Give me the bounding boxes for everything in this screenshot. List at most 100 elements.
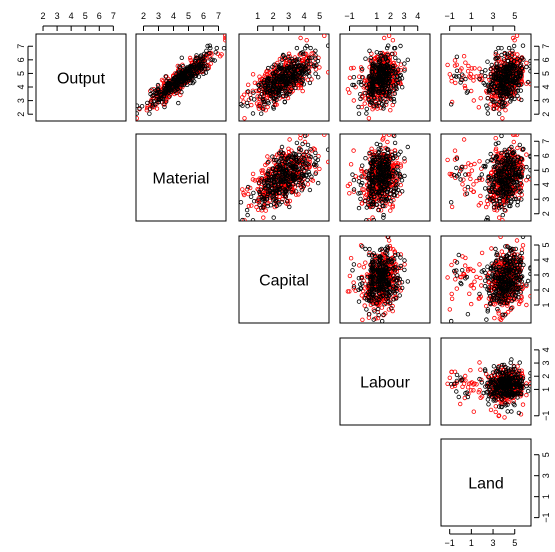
data-point [172, 75, 177, 80]
data-point [390, 152, 395, 158]
data-point [454, 68, 460, 73]
data-point [494, 67, 499, 73]
data-point [283, 155, 289, 160]
data-point [378, 75, 383, 80]
data-point [300, 88, 305, 94]
data-point [374, 202, 379, 207]
data-point [201, 51, 207, 57]
data-point [375, 181, 380, 186]
data-point [381, 171, 387, 176]
data-point [391, 87, 397, 92]
data-point [367, 150, 372, 156]
data-point [276, 190, 282, 196]
data-point [285, 164, 291, 169]
data-point [272, 62, 277, 67]
data-point [207, 50, 212, 56]
data-point [266, 159, 271, 165]
data-point [259, 170, 265, 175]
data-point [274, 87, 279, 92]
data-point [452, 58, 458, 63]
data-point [207, 43, 212, 48]
data-point [299, 69, 304, 75]
data-point [298, 35, 303, 41]
data-point [277, 63, 282, 68]
data-point [453, 80, 458, 86]
data-point [512, 196, 517, 202]
data-point [485, 111, 491, 116]
data-point [491, 205, 497, 210]
data-point [172, 88, 177, 93]
data-point [245, 82, 251, 87]
data-point [356, 111, 362, 116]
data-point [512, 134, 517, 137]
data-point [496, 45, 501, 51]
data-point [179, 55, 184, 60]
data-point [305, 182, 311, 187]
data-point [402, 68, 407, 73]
data-point [391, 96, 396, 102]
data-point [257, 74, 262, 79]
data-point [382, 82, 387, 88]
data-point [505, 101, 510, 106]
data-point [240, 187, 245, 192]
data-point [150, 92, 156, 98]
data-point [256, 106, 262, 111]
data-point [245, 89, 251, 94]
data-point [452, 148, 458, 153]
data-point [358, 96, 363, 102]
data-point [277, 66, 283, 71]
data-point [356, 79, 362, 85]
scatter-points [239, 34, 329, 121]
data-point [302, 157, 307, 162]
data-point [305, 77, 311, 82]
data-point [347, 75, 353, 80]
data-point [465, 184, 471, 190]
data-point [261, 215, 266, 220]
data-point [368, 55, 373, 61]
data-point [199, 61, 205, 66]
data-point [370, 178, 375, 183]
data-point [370, 180, 375, 185]
data-point [287, 198, 293, 204]
data-point [298, 135, 303, 141]
data-point [477, 177, 482, 182]
data-point [384, 99, 389, 105]
data-point [507, 94, 512, 99]
data-point [183, 74, 189, 80]
data-point [466, 161, 471, 166]
data-point [359, 168, 364, 174]
data-point [283, 194, 289, 199]
data-point [501, 57, 507, 62]
data-point [402, 156, 407, 161]
data-point [296, 182, 301, 188]
data-point [367, 185, 373, 191]
data-point [291, 67, 296, 72]
data-point [259, 76, 265, 82]
data-point [345, 87, 351, 92]
panel-output-material [135, 33, 227, 122]
data-point [240, 95, 245, 100]
data-point [461, 54, 467, 59]
data-point [136, 111, 139, 116]
data-point [293, 189, 299, 194]
data-point [198, 65, 203, 71]
data-point [280, 73, 286, 79]
data-point [380, 196, 385, 202]
data-point [364, 218, 369, 221]
data-point [297, 166, 302, 172]
data-point [493, 67, 498, 72]
data-point [497, 111, 502, 116]
data-point [484, 204, 489, 210]
data-point [188, 80, 193, 86]
data-point [377, 184, 383, 189]
data-point [260, 106, 266, 112]
data-point [308, 154, 314, 160]
data-point [517, 190, 523, 195]
data-point [279, 156, 285, 161]
data-point [505, 197, 510, 202]
data-point [452, 63, 458, 68]
data-point [486, 87, 492, 93]
data-point [386, 158, 391, 164]
data-point [257, 87, 262, 92]
data-point [283, 164, 289, 169]
